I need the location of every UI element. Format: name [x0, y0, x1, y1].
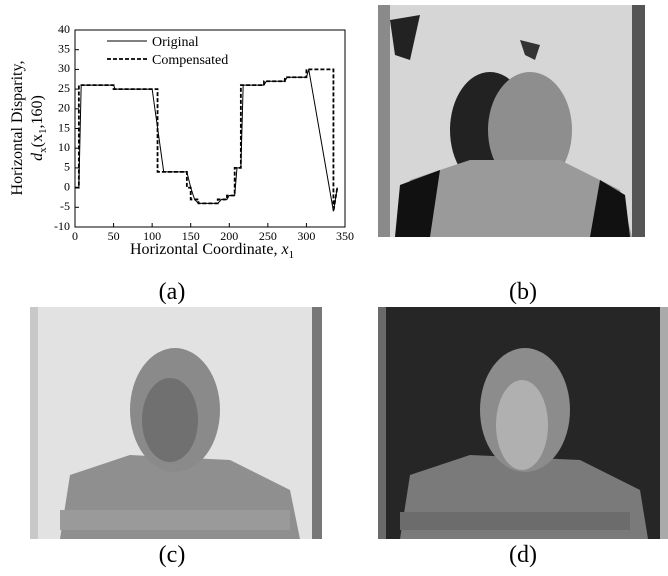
x-tick-label: 0: [72, 229, 78, 243]
legend-label: Original: [152, 35, 199, 50]
x-axis-label: Horizontal Coordinate, x1: [130, 241, 294, 261]
disparity-map-d: [378, 307, 668, 539]
x-tick-label: 350: [336, 229, 354, 243]
series-line: [75, 69, 338, 212]
caption: (d): [509, 542, 537, 568]
caption: (b): [509, 279, 537, 305]
y-tick-label: -10: [54, 219, 70, 233]
x-tick-label: 200: [220, 229, 238, 243]
y-tick-label: 20: [58, 101, 70, 115]
disparity-map-b: [378, 5, 645, 237]
x-tick-label: 300: [297, 229, 315, 243]
x-tick-label: 100: [143, 229, 161, 243]
y-tick-label: 35: [58, 41, 70, 55]
disparity-map-c: [30, 307, 322, 539]
x-tick-label: 50: [108, 229, 120, 243]
y-tick-label: -5: [60, 199, 70, 213]
y-tick-label: 0: [64, 179, 70, 193]
caption: (a): [159, 279, 186, 305]
y-tick-label: 15: [58, 120, 70, 134]
y-tick-label: 5: [64, 160, 70, 174]
y-tick-label: 30: [58, 61, 70, 75]
series-line: [75, 68, 339, 212]
x-tick-label: 150: [182, 229, 200, 243]
y-axis-label-math: dx(x1,160): [29, 95, 49, 161]
caption: (c): [159, 542, 186, 568]
x-tick-label: 250: [259, 229, 277, 243]
y-tick-label: 25: [58, 81, 70, 95]
y-tick-label: 40: [58, 22, 70, 36]
y-axis-label: Horizontal Disparity,: [9, 61, 26, 196]
legend-label: Compensated: [152, 53, 228, 68]
y-tick-label: 10: [58, 140, 70, 154]
